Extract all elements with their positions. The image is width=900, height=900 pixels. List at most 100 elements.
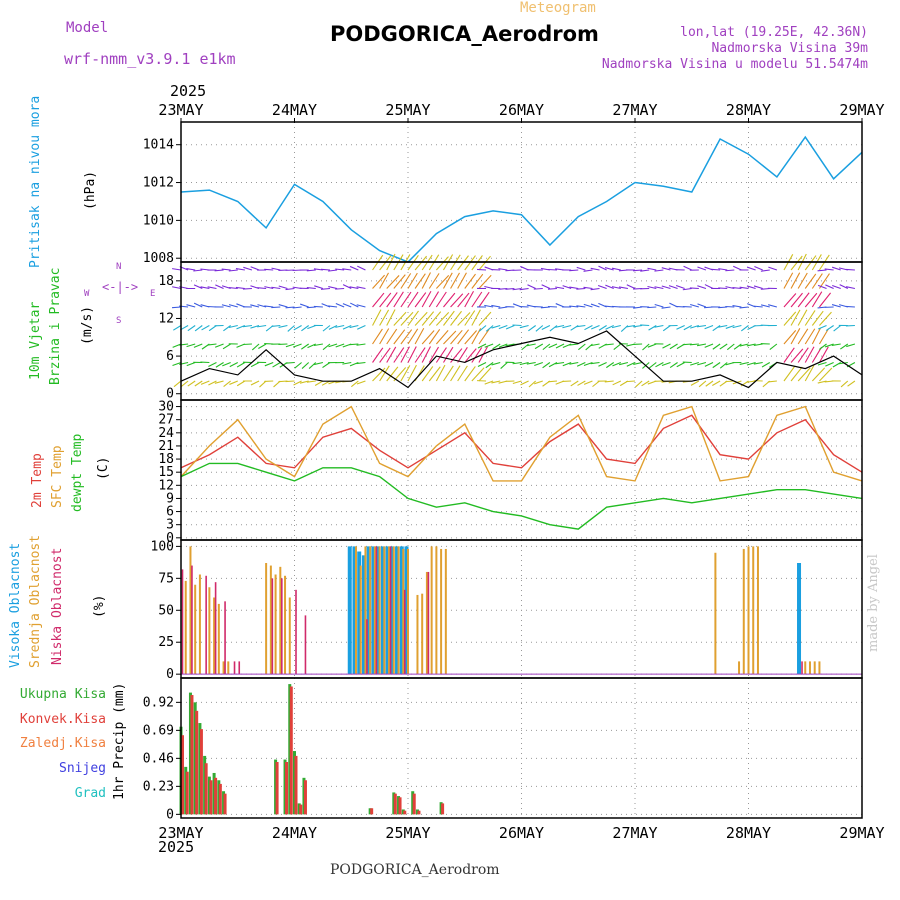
precip-bar-1	[294, 755, 298, 815]
wind-arrow	[500, 362, 508, 369]
cloud-bar-0	[352, 546, 357, 675]
wind-arrow	[484, 304, 494, 308]
wind-arrow	[306, 380, 316, 383]
wind-arrow	[612, 380, 622, 386]
wind-arrow	[590, 303, 600, 308]
wind-label-1: 10m Vjetar	[28, 301, 43, 380]
cloud-bar-1	[435, 546, 438, 675]
wind-arrow	[194, 325, 203, 332]
wind-arrow	[712, 325, 721, 332]
wind-arrow	[769, 343, 778, 350]
wind-arrow	[847, 380, 856, 387]
wind-arrow	[193, 284, 203, 290]
wind-arrow	[187, 325, 196, 332]
wind-arrow	[457, 329, 470, 345]
wind-arrow	[739, 343, 749, 347]
wind-arrow	[485, 362, 494, 369]
wind-arrow	[611, 324, 621, 329]
model-elevation-text: Nadmorska Visina u modelu 51.5474m	[601, 57, 868, 72]
wind-arrow	[464, 291, 474, 308]
wind-arrow	[583, 380, 593, 385]
wind-arrow	[407, 328, 419, 345]
cloud-bar-1	[818, 661, 821, 675]
wind-arrow	[393, 347, 405, 363]
wind-arrow	[308, 362, 317, 369]
wind-arrow	[739, 361, 749, 365]
wind-arrow	[221, 268, 231, 271]
cloud-bar-1	[217, 603, 220, 675]
precip-bar-1	[275, 762, 279, 815]
cloud-bar-0	[395, 546, 400, 675]
cloud-label-high: Visoka Oblacnost	[8, 542, 23, 668]
wind-arrow	[328, 269, 338, 272]
wind-arrow	[414, 327, 425, 345]
wind-arrow	[242, 287, 252, 290]
temp-label-sfc: SFC Temp	[50, 445, 65, 508]
wind-arrow	[739, 306, 749, 309]
wind-arrow	[450, 365, 461, 382]
wind-arrow	[583, 286, 593, 290]
y-tick-label: 0	[166, 667, 174, 682]
precip-bar-1	[403, 810, 407, 815]
wind-arrow	[322, 343, 331, 351]
precip-bar-1	[223, 793, 227, 815]
wind-arrow	[578, 343, 586, 351]
wind-arrow	[407, 364, 417, 382]
wind-arrow	[833, 325, 842, 332]
wind-arrow	[549, 325, 558, 332]
wind-arrow	[457, 365, 468, 382]
precip-bar-1	[393, 793, 397, 815]
wind-arrow	[235, 268, 245, 271]
wind-arrow	[533, 287, 543, 290]
y-tick-label: 15	[158, 465, 174, 480]
wind-arrow	[172, 286, 182, 290]
wind-arrow	[301, 325, 310, 332]
wind-arrow	[824, 343, 834, 348]
wind-arrow	[250, 304, 260, 308]
wind-arrow	[768, 304, 778, 308]
wind-arrow	[584, 325, 593, 331]
wind-arrow	[767, 380, 777, 383]
wind-arrow	[528, 380, 537, 388]
wind-arrow	[819, 311, 832, 326]
cloud-bar-2	[271, 578, 274, 675]
precip-bar-1	[299, 804, 303, 815]
wind-arrow	[696, 324, 707, 328]
cloud-bar-0	[357, 551, 362, 675]
cloud-bar-0	[797, 563, 802, 675]
y-tick-label: 1010	[143, 213, 174, 228]
wind-arrow	[400, 346, 410, 363]
y-tick-label: 18	[158, 452, 174, 467]
wind-arrow	[372, 309, 382, 326]
model-name: wrf-nmm_v3.9.1 e1km	[64, 50, 236, 68]
cloud-bar-0	[366, 546, 371, 675]
wind-arrow	[193, 343, 203, 348]
wind-arrow	[356, 361, 366, 365]
credit-text: made by Angel	[866, 554, 881, 652]
wind-arrow	[541, 325, 551, 330]
wind-arrow	[528, 325, 537, 332]
cloud-bar-1	[397, 546, 400, 675]
wind-arrow	[271, 306, 281, 309]
wind-arrow	[512, 361, 522, 365]
wind-arrow	[471, 309, 481, 326]
wind-arrow	[228, 287, 238, 290]
wind-arrow	[562, 361, 572, 367]
wind-arrow	[790, 366, 803, 382]
y-tick-label: 75	[158, 571, 174, 586]
wind-arrow	[824, 268, 834, 271]
wind-arrow	[242, 324, 253, 328]
wind-arrow	[719, 362, 728, 369]
wind-arrow	[818, 328, 830, 345]
cloud-bar-1	[213, 597, 216, 675]
wind-arrow	[797, 272, 808, 289]
cloud-bar-1	[747, 546, 750, 675]
wind-arrow	[811, 367, 826, 382]
wind-arrow	[236, 380, 246, 387]
precip-bar-1	[199, 729, 203, 815]
wind-arrow	[819, 292, 832, 308]
time-label-top: 26MAY	[499, 101, 544, 119]
cloud-bar-0	[380, 546, 385, 675]
wind-arrow	[285, 380, 295, 383]
wind-arrow	[457, 347, 468, 363]
